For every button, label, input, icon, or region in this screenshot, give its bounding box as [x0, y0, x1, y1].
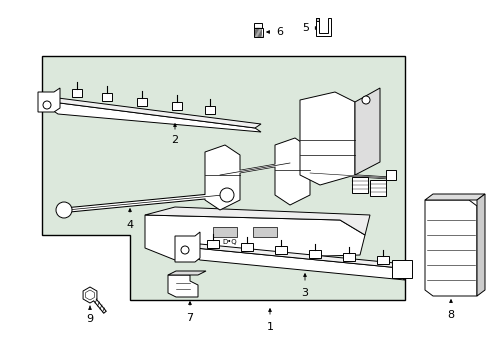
Text: D•Q: D•Q: [222, 239, 237, 245]
Polygon shape: [145, 215, 364, 260]
Bar: [172, 102, 182, 110]
Polygon shape: [315, 18, 318, 21]
Bar: [102, 93, 112, 101]
Polygon shape: [195, 248, 404, 280]
Bar: [137, 98, 147, 105]
Polygon shape: [42, 56, 404, 300]
Circle shape: [181, 246, 189, 254]
Text: 1: 1: [266, 322, 273, 332]
Text: 8: 8: [447, 310, 454, 320]
Text: 5: 5: [302, 23, 309, 33]
Polygon shape: [83, 287, 97, 303]
Circle shape: [220, 188, 234, 202]
Text: 2: 2: [171, 135, 178, 145]
Circle shape: [43, 101, 51, 109]
Bar: [342, 253, 354, 261]
Bar: [241, 243, 252, 251]
Circle shape: [361, 96, 369, 104]
Text: 3: 3: [301, 288, 308, 298]
Bar: [253, 28, 263, 37]
Polygon shape: [424, 194, 484, 200]
Bar: [369, 180, 385, 196]
Text: 7: 7: [186, 313, 193, 323]
Bar: [385, 170, 395, 180]
Text: 6: 6: [276, 27, 283, 37]
Polygon shape: [175, 232, 200, 262]
Bar: [308, 250, 320, 258]
Bar: [213, 227, 237, 237]
Polygon shape: [476, 194, 484, 296]
Polygon shape: [315, 18, 330, 36]
Bar: [351, 177, 367, 193]
Polygon shape: [145, 207, 369, 235]
Polygon shape: [204, 145, 240, 210]
Polygon shape: [195, 244, 404, 268]
Polygon shape: [424, 200, 476, 296]
Bar: [274, 246, 286, 255]
Polygon shape: [168, 271, 205, 275]
Polygon shape: [38, 88, 60, 112]
Polygon shape: [354, 88, 379, 175]
Circle shape: [56, 202, 72, 218]
Text: 9: 9: [86, 314, 93, 324]
Polygon shape: [52, 98, 261, 128]
Bar: [252, 227, 276, 237]
Polygon shape: [52, 102, 261, 132]
Polygon shape: [299, 92, 354, 185]
Polygon shape: [168, 275, 198, 297]
Bar: [376, 256, 388, 264]
Polygon shape: [85, 290, 94, 300]
Bar: [253, 23, 262, 28]
Bar: [206, 240, 219, 248]
Bar: [72, 89, 82, 97]
Polygon shape: [274, 138, 309, 205]
Bar: [204, 106, 215, 114]
Text: 4: 4: [126, 220, 133, 230]
Bar: [391, 260, 411, 278]
